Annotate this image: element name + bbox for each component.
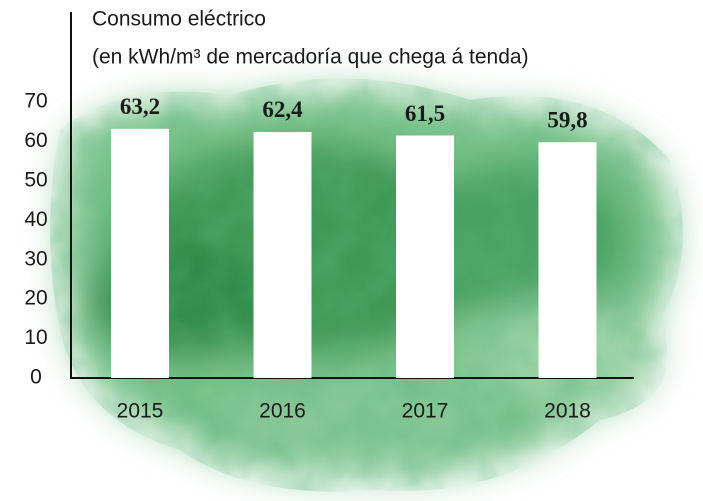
chart-title: Consumo eléctrico: [92, 8, 266, 31]
y-tick-label: 60: [24, 129, 47, 152]
value-label: 61,5: [405, 101, 445, 126]
x-tick-label: 2017: [402, 400, 449, 423]
y-tick-label: 20: [24, 287, 47, 310]
bar: [253, 131, 312, 378]
bar: [111, 128, 169, 378]
x-tick-label: 2016: [259, 400, 306, 423]
x-tick-label: 2015: [117, 400, 164, 423]
value-label: 62,4: [262, 97, 303, 122]
y-tick-label: 30: [24, 247, 47, 270]
y-tick-label: 0: [30, 366, 42, 389]
y-tick-label: 70: [24, 90, 47, 113]
value-label: 63,2: [120, 94, 160, 119]
y-tick-label: 50: [24, 168, 47, 191]
x-tick-label: 2018: [544, 400, 591, 423]
y-tick-label: 10: [24, 326, 47, 349]
y-tick-label: 40: [24, 208, 47, 231]
bar: [396, 135, 454, 378]
bar: [538, 142, 597, 378]
value-label: 59,8: [547, 107, 587, 132]
chart-subtitle: (en kWh/m³ de mercadoría que chega á ten…: [92, 46, 529, 69]
